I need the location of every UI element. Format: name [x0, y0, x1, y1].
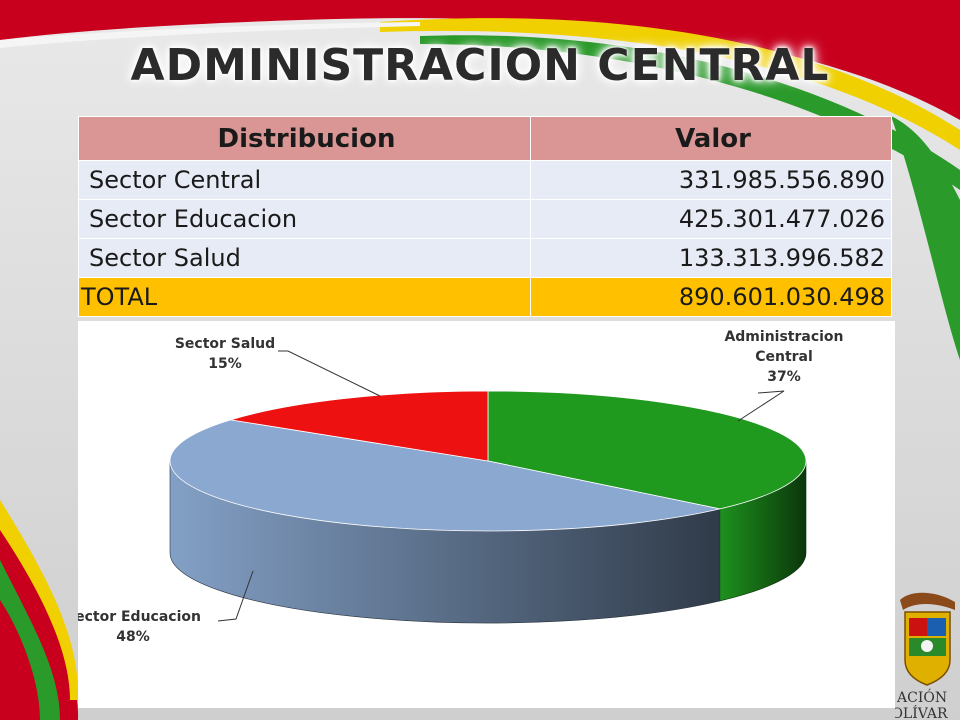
- slide-title: ADMINISTRACION CENTRAL: [130, 40, 830, 91]
- total-value: 890.601.030.498: [530, 277, 892, 317]
- header-distribucion: Distribucion: [78, 116, 531, 161]
- pie-label-percent: 15%: [208, 356, 242, 372]
- logo-text-line1: ACIÓN: [896, 688, 947, 706]
- pie-chart: Administracion Central 37% Sector Educacion…: [78, 329, 844, 645]
- distribution-table: Distribucion Valor Sector Central 331.98…: [78, 116, 892, 317]
- pie-slice-sector-salud: [230, 390, 489, 462]
- pie-label-name: Sector Salud: [175, 336, 275, 352]
- pie-slice-sector-educacion: [169, 419, 720, 532]
- table-row: Sector Central 331.985.556.890: [78, 160, 892, 200]
- row-value: 425.301.477.026: [530, 199, 892, 239]
- table-row: Sector Educacion 425.301.477.026: [78, 199, 892, 239]
- row-value: 133.313.996.582: [530, 238, 892, 278]
- pie-label-name: Administracion: [724, 329, 843, 345]
- row-label: Sector Central: [78, 160, 531, 200]
- pie-label-name: Central: [755, 349, 813, 365]
- logo-text-line2: DE BOLÍVAR: [895, 704, 948, 720]
- pie-label: Sector Educacion 48%: [78, 570, 254, 645]
- table-header-row: Distribucion Valor: [78, 116, 892, 161]
- pie-label: Sector Salud 15%: [175, 336, 381, 397]
- pie-label-percent: 37%: [767, 369, 801, 385]
- total-row: TOTAL 890.601.030.498: [78, 277, 892, 317]
- bolivar-crest-logo: ACIÓN DE BOLÍVAR: [895, 592, 955, 720]
- row-label: Sector Educacion: [78, 199, 531, 239]
- table-row: Sector Salud 133.313.996.582: [78, 238, 892, 278]
- row-label: Sector Salud: [78, 238, 531, 278]
- total-label: TOTAL: [78, 277, 531, 317]
- pie-label-name: Sector Educacion: [78, 609, 201, 625]
- pie-chart-area: Administracion Central 37% Sector Educacion…: [78, 321, 895, 708]
- pie-label-percent: 48%: [116, 629, 150, 645]
- row-value: 331.985.556.890: [530, 160, 892, 200]
- pie-label: Administracion Central 37%: [724, 329, 844, 422]
- header-valor: Valor: [530, 116, 892, 161]
- pie-slice-administracion-central: [487, 390, 807, 510]
